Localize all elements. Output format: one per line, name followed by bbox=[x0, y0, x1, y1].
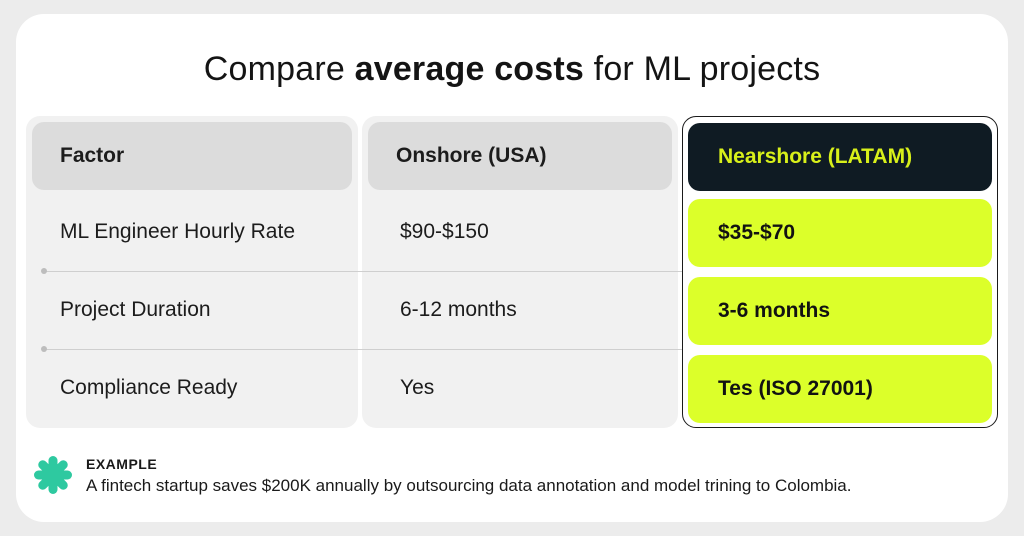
column-onshore: Onshore (USA) $90-$150 6-12 months Yes bbox=[362, 116, 678, 428]
table-cell: ML Engineer Hourly Rate bbox=[60, 220, 295, 243]
table-cell: Yes bbox=[400, 376, 435, 399]
column-header-factor: Factor bbox=[32, 122, 352, 190]
table-cell: Compliance Ready bbox=[60, 376, 238, 399]
table-cell-highlight: 3-6 months bbox=[688, 277, 992, 345]
column-header-onshore: Onshore (USA) bbox=[368, 122, 672, 190]
asterisk-icon bbox=[34, 456, 72, 494]
divider-dot bbox=[41, 346, 47, 352]
table-cell: $90-$150 bbox=[400, 220, 489, 243]
table-cell-highlight: Tes (ISO 27001) bbox=[688, 355, 992, 423]
page-title: Compare average costs for ML projects bbox=[203, 50, 821, 88]
table-cell-highlight: $35-$70 bbox=[688, 199, 992, 267]
table-cell: 6-12 months bbox=[400, 298, 517, 321]
example-label: EXAMPLE bbox=[86, 456, 158, 472]
table-cell: Project Duration bbox=[60, 298, 211, 321]
column-nearshore: Nearshore (LATAM) $35-$70 3-6 months Tes… bbox=[682, 116, 998, 428]
row-divider bbox=[44, 349, 988, 350]
column-header-nearshore: Nearshore (LATAM) bbox=[688, 123, 992, 191]
divider-dot bbox=[41, 268, 47, 274]
column-factor: Factor ML Engineer Hourly Rate Project D… bbox=[26, 116, 358, 428]
example-text: A fintech startup saves $200K annually b… bbox=[86, 476, 852, 495]
row-divider bbox=[44, 271, 988, 272]
